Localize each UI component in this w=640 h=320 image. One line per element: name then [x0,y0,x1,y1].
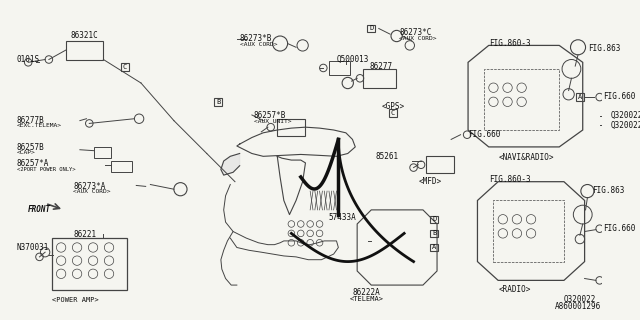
Text: <CAP>: <CAP> [17,150,36,155]
Text: <AUX UNIT>: <AUX UNIT> [254,119,291,124]
Text: 86257*A: 86257*A [17,159,49,168]
Text: 86277B: 86277B [17,116,45,125]
Bar [389,109,397,117]
Text: <RADIO>: <RADIO> [498,285,531,294]
Text: FIG.860-3: FIG.860-3 [489,175,531,184]
Bar [52,238,127,290]
Text: FRONT: FRONT [28,205,51,214]
Text: <MFD>: <MFD> [419,177,442,186]
Text: FIG.660: FIG.660 [468,130,500,139]
Bar [484,69,559,130]
Text: B: B [216,99,220,105]
Text: <AUX CORD>: <AUX CORD> [399,36,437,41]
Bar [66,41,104,60]
Text: <EXC.TELEMA>: <EXC.TELEMA> [17,124,62,128]
Text: Q320022: Q320022 [611,111,640,120]
Text: 86257B: 86257B [17,143,45,152]
Text: FIG.860-3: FIG.860-3 [489,39,531,48]
Bar [94,147,111,158]
Text: <2PORT POWER ONLY>: <2PORT POWER ONLY> [17,167,76,172]
Text: FIG.660: FIG.660 [604,92,636,101]
Text: Q500013: Q500013 [337,55,369,64]
Bar [277,119,305,136]
Text: B: B [432,230,436,236]
Text: C: C [391,110,395,116]
Text: <NAVI&RADIO>: <NAVI&RADIO> [498,154,554,163]
Text: A: A [432,244,436,251]
Text: FIG.863: FIG.863 [592,186,625,196]
Text: 86221: 86221 [74,230,97,239]
Bar [329,61,349,75]
Bar [367,25,375,32]
Text: 86277: 86277 [369,62,392,71]
Text: <POWER AMP>: <POWER AMP> [52,297,99,303]
Polygon shape [221,154,239,175]
Bar [493,201,564,261]
Text: <AUX CORD>: <AUX CORD> [239,42,277,47]
Bar [121,63,129,71]
Text: <TELEMA>: <TELEMA> [349,296,383,302]
Text: D: D [369,26,373,31]
Text: 57433A: 57433A [329,213,356,222]
Bar [214,98,222,106]
Text: 86222A: 86222A [353,288,380,297]
Text: FIG.863: FIG.863 [588,44,621,52]
Bar [431,244,438,251]
Text: 0101S: 0101S [17,55,40,64]
Text: 86321C: 86321C [70,31,99,40]
Bar [111,161,132,172]
Text: A: A [578,94,582,100]
Text: N370031: N370031 [17,243,49,252]
Text: 86257*B: 86257*B [254,111,286,120]
Bar [431,216,438,223]
Text: 86273*B: 86273*B [239,34,272,43]
Text: FIG.660: FIG.660 [604,224,636,233]
Text: D: D [432,216,436,222]
Text: 85261: 85261 [376,152,399,161]
Text: <AUX CORD>: <AUX CORD> [74,189,111,194]
Bar [576,93,584,101]
Text: 86273*A: 86273*A [74,182,106,191]
Bar [426,156,454,173]
Text: A860001296: A860001296 [554,302,601,311]
Text: Q320022: Q320022 [611,121,640,130]
Text: <GPS>: <GPS> [381,102,404,111]
Bar [431,230,438,237]
Text: Q320022: Q320022 [564,294,596,303]
Bar [363,69,396,88]
Text: 86273*C: 86273*C [399,28,432,37]
Text: C: C [123,64,127,70]
